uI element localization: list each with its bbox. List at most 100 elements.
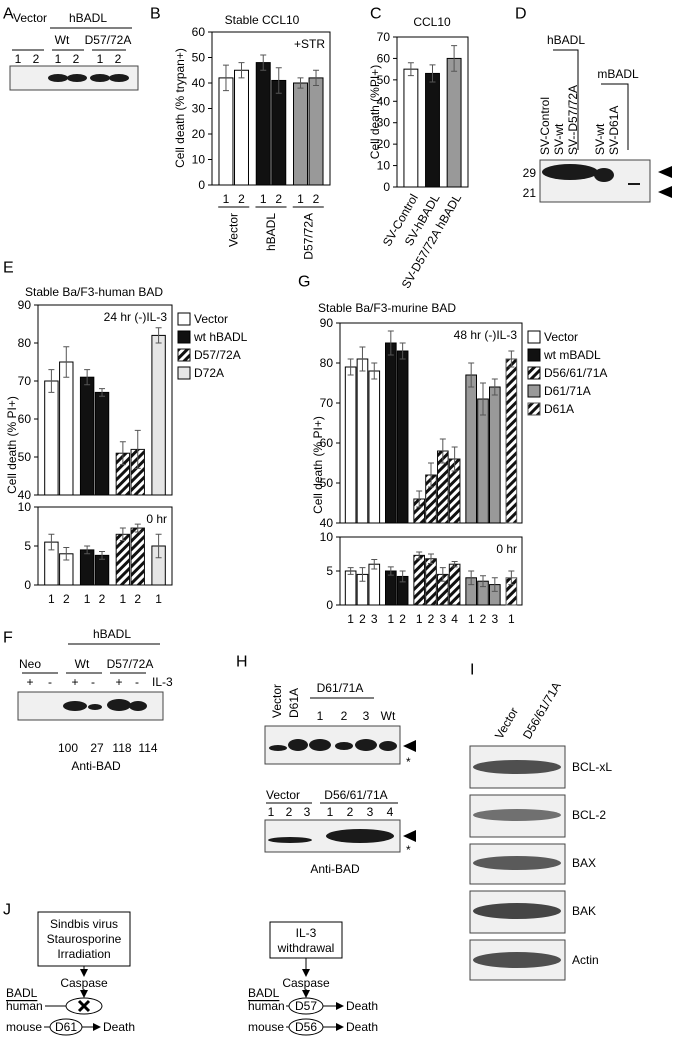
error-bar [99, 550, 106, 560]
error-bar [84, 369, 91, 386]
il3-label: IL-3 [152, 675, 173, 689]
panel-letter: E [3, 260, 14, 277]
error-bar [508, 570, 515, 586]
error-bar [313, 69, 320, 87]
annotation: 0 hr [146, 512, 167, 526]
annotation: +STR [294, 37, 325, 51]
lane-label: Vector [270, 684, 284, 718]
error-bar [439, 567, 446, 582]
error-bar [99, 388, 106, 397]
bar [385, 342, 397, 524]
x-tick-label: 2 [399, 612, 406, 626]
protein-label: BAX [572, 856, 596, 870]
lane-label: SV--D57/72A [566, 85, 580, 155]
bar [59, 361, 74, 496]
y-axis-label: Cell death (% PI+) [5, 396, 19, 494]
y-axis-label: Cell death (% trypan+) [173, 48, 187, 168]
bracket [553, 49, 579, 150]
stimulus: Sindbis virus [50, 917, 118, 931]
x-tick-label: 1 [416, 612, 423, 626]
y-tick-label: 40 [320, 516, 334, 530]
lane-label: SV-wt [593, 123, 607, 155]
band [309, 739, 331, 751]
group-label: Vector [227, 213, 241, 247]
lane-group: Vector [266, 788, 300, 802]
y-tick-label: 0 [198, 178, 205, 192]
bar [130, 527, 145, 586]
lane-label: 3 [304, 805, 311, 819]
band [63, 701, 87, 711]
error-bar [468, 570, 475, 586]
error-bar [134, 429, 141, 469]
error-bar [416, 551, 423, 560]
band [628, 183, 640, 185]
panel-f: hBADL Neo Wt D57/72A + - + - + - IL-3 10… [17, 627, 173, 773]
enzyme: Caspase [282, 976, 330, 990]
bar [396, 350, 409, 524]
bar [94, 391, 110, 496]
y-tick-label: 70 [320, 396, 334, 410]
lane-label: 2 [115, 52, 122, 66]
marker-label: 21 [523, 186, 537, 200]
bar [356, 358, 369, 524]
y-tick-label: 0 [383, 180, 390, 194]
species: mouse [248, 1020, 284, 1034]
bar [413, 554, 426, 606]
il3-sign: - [48, 675, 52, 689]
lane-label: 1 [317, 709, 324, 723]
lane-group: Vector [13, 11, 47, 25]
legend-swatch [527, 348, 541, 362]
lane-label: SV-Control [538, 97, 552, 155]
panel-letter: H [236, 654, 248, 671]
y-tick-label: 40 [192, 76, 206, 90]
y-tick-label: 0 [24, 578, 31, 592]
y-tick-label: 10 [192, 153, 206, 167]
bar [79, 376, 95, 496]
y-tick-label: 50 [320, 476, 334, 490]
bar [446, 57, 462, 188]
lane-label: 3 [363, 709, 370, 723]
outcome: Death [346, 999, 378, 1013]
band [473, 760, 561, 774]
bar [477, 398, 489, 524]
bar [293, 82, 308, 186]
panel-letter: I [470, 662, 474, 679]
group-label: hBADL [264, 213, 278, 251]
error-bar [155, 533, 162, 559]
site-label: D56 [295, 1020, 317, 1034]
panel-h: Vector D61A D61/71A 1 2 3 Wt * Vector D5… [264, 681, 416, 876]
y-tick-label: 10 [18, 500, 32, 514]
x-tick-label: 3 [439, 612, 446, 626]
lane-label: 4 [387, 805, 394, 819]
protein-label: BCL-xL [572, 760, 612, 774]
stimulus: Irradiation [57, 947, 110, 961]
error-bar [468, 362, 475, 388]
error-bar [416, 490, 423, 508]
bar [403, 68, 419, 188]
legend-label: wt mBADL [543, 348, 601, 362]
panel-letter: B [150, 6, 161, 23]
error-bar [347, 358, 354, 376]
band [268, 837, 312, 843]
bar [425, 558, 437, 606]
bracket [601, 83, 629, 150]
bar [385, 570, 397, 606]
quantity: 27 [90, 741, 104, 755]
blot [264, 725, 401, 765]
panel-letter: F [3, 630, 13, 647]
error-bar [480, 575, 486, 588]
lane-label: Vector [492, 705, 521, 741]
marker-label: 29 [523, 166, 537, 180]
site-label: D57 [295, 999, 317, 1013]
y-tick-label: 30 [377, 116, 391, 130]
y-tick-label: 50 [18, 450, 32, 464]
lane-group: hBADL [69, 11, 107, 25]
x-tick-label: 1 [387, 612, 394, 626]
arrowhead [403, 830, 416, 842]
error-bar [399, 570, 406, 583]
band [594, 168, 614, 182]
lane-label: SV-wt [552, 123, 566, 155]
outcome: Death [346, 1020, 378, 1034]
